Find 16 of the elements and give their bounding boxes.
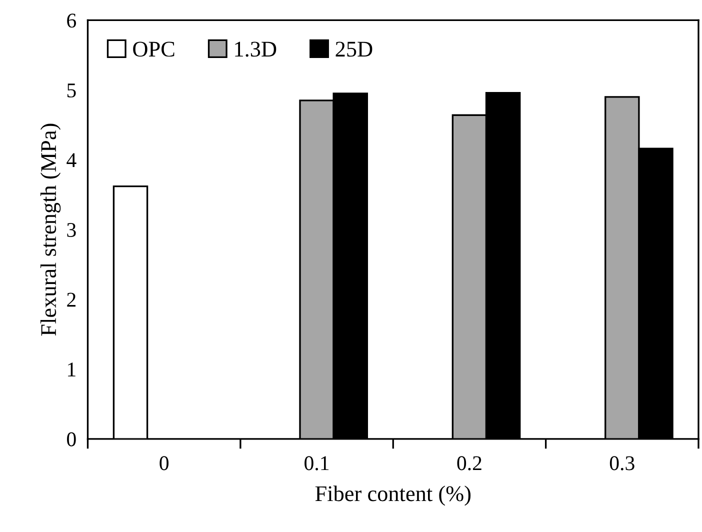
legend-label: OPC — [133, 42, 174, 57]
y-tick-label: 3 — [67, 222, 76, 237]
x-tick-label: 0.1 — [304, 456, 329, 470]
y-tick-label: 6 — [67, 14, 76, 28]
x-tick-label: 0.3 — [610, 456, 634, 470]
y-tick-label: 0 — [67, 432, 76, 446]
x-tick-label: 0.2 — [457, 456, 482, 470]
y-tick-label: 1 — [68, 362, 76, 376]
y-tick-label: 2 — [67, 292, 76, 307]
y-axis-title: Flexural strength (MPa) — [40, 124, 61, 336]
legend-label: 25D — [336, 42, 372, 57]
y-tick-label: 5 — [67, 84, 76, 98]
x-tick-label: 0 — [160, 456, 169, 470]
y-tick-label: 4 — [66, 153, 76, 168]
legend-label: 1.3D — [235, 42, 276, 57]
x-axis-title: Fiber content (%) — [315, 486, 471, 506]
